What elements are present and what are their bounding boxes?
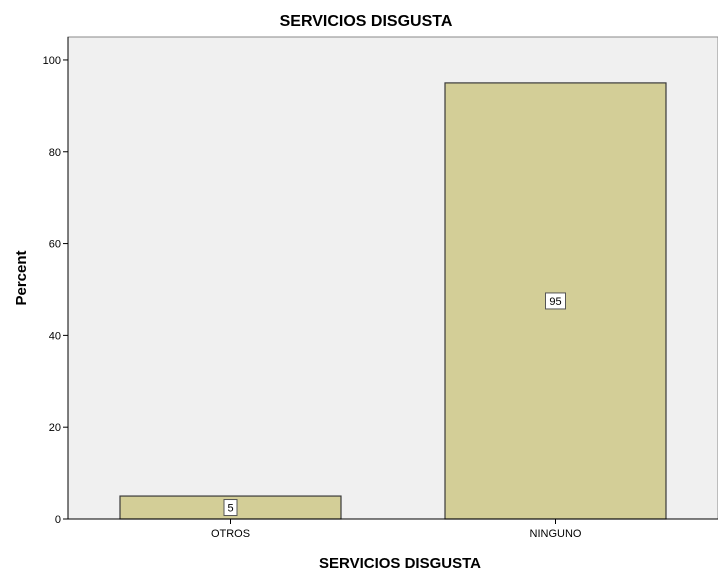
data-label-box — [223, 499, 238, 517]
y-tick-label: 20 — [49, 422, 61, 434]
x-tick-label: NINGUNO — [530, 528, 582, 540]
data-label: 5 — [227, 503, 233, 515]
y-tick-label: 80 — [49, 147, 61, 159]
data-label: 95 — [549, 296, 561, 308]
bars: 5 95 — [119, 82, 667, 520]
x-axis-title: SERVICIOS DISGUSTA — [319, 555, 481, 572]
y-tick-label: 0 — [55, 514, 61, 526]
y-tick-label: 40 — [49, 330, 61, 342]
chart-title: SERVICIOS DISGUSTA — [280, 13, 453, 30]
y-tick-label: 60 — [49, 239, 61, 251]
x-axis: OTROS NINGUNO — [68, 518, 718, 540]
x-tick-label: OTROS — [211, 528, 250, 540]
y-tick-label: 100 — [43, 55, 61, 67]
y-axis: 0 20 40 60 80 100 — [43, 37, 69, 526]
y-axis-title: Percent — [13, 250, 30, 305]
data-label-box — [545, 292, 566, 310]
